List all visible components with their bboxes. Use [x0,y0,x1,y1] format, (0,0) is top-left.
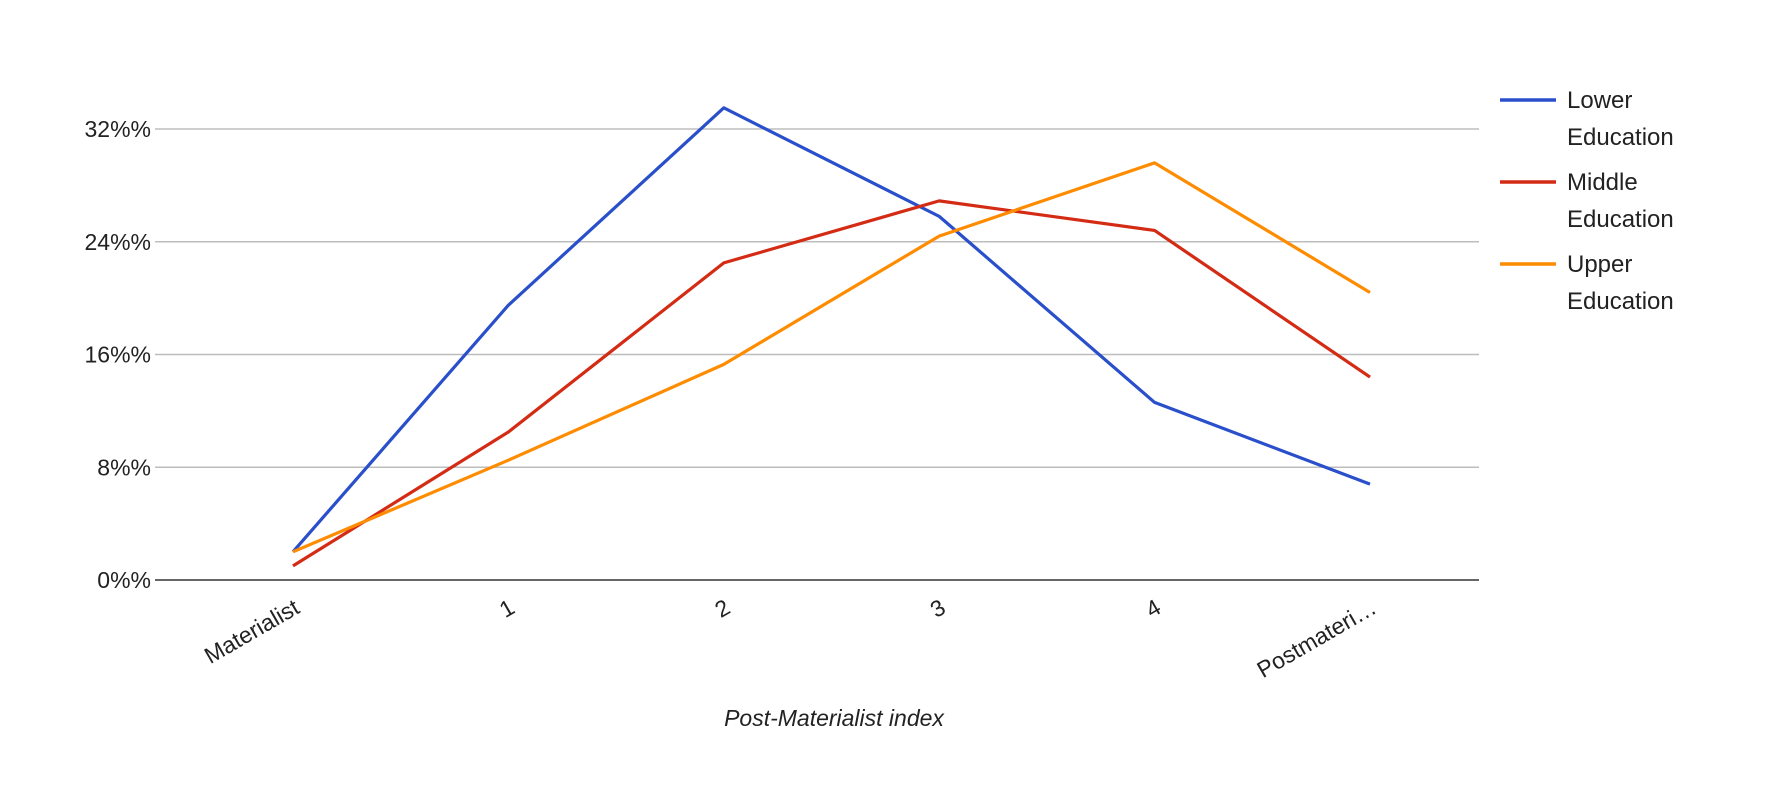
x-tick-label: 1 [495,594,519,623]
y-tick-label: 8%% [97,454,151,480]
legend-item[interactable]: Middle Education [1500,169,1674,233]
y-axis-ticks: 0%% 8%% 16%% 24%% 32%% [85,116,151,593]
x-axis-title: Post-Materialist index [724,705,945,731]
legend-label: Lower [1567,87,1632,114]
x-tick-label: Postmateri… [1252,594,1380,683]
series-line-0 [293,108,1370,552]
x-axis-ticks: Materialist 1 2 3 4 Postmateri… [200,594,1381,683]
x-tick-label: 2 [710,594,734,623]
legend-item[interactable]: Lower Education [1500,87,1674,151]
legend-item[interactable]: Upper Education [1500,251,1674,315]
x-tick-label: 4 [1141,594,1165,623]
series-line-2 [293,163,1370,552]
x-tick-label: Materialist [200,594,304,669]
y-tick-label: 24%% [85,229,151,255]
gridlines [155,129,1479,467]
legend-label: Education [1567,206,1674,233]
legend-label: Education [1567,124,1674,151]
legend-label: Upper [1567,251,1632,278]
legend: Lower Education Middle Education Upper Educat… [1500,87,1674,315]
series-lines [293,108,1370,566]
series-line-1 [293,201,1370,566]
x-tick-label: 3 [926,594,950,623]
legend-label: Middle [1567,169,1638,196]
y-tick-label: 16%% [85,342,151,368]
y-tick-label: 0%% [97,567,151,593]
y-tick-label: 32%% [85,116,151,142]
legend-label: Education [1567,288,1674,315]
